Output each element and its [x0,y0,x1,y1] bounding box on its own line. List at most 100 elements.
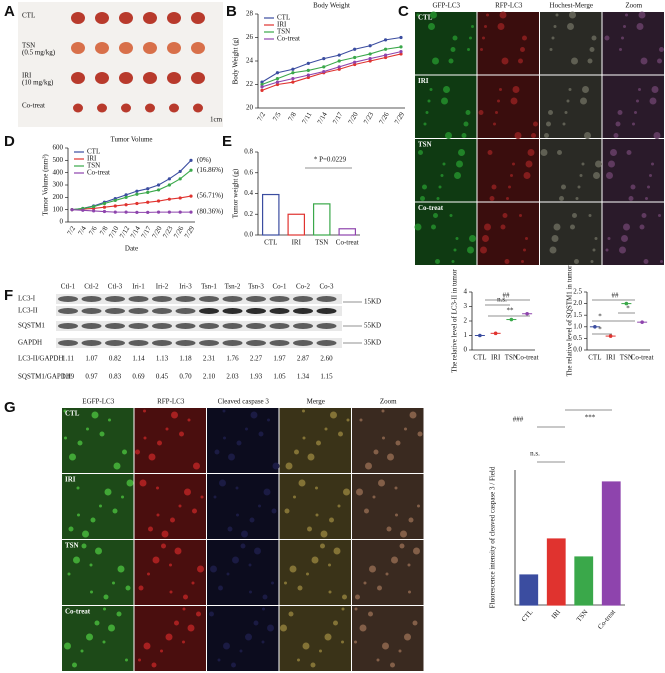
cell [512,86,520,93]
point [124,210,128,214]
micrograph [134,408,206,473]
cell [302,409,305,413]
cell [540,149,548,156]
cell [608,160,615,168]
point [593,325,597,329]
band [175,323,196,329]
cell [122,449,127,455]
y-tick-label: 300 [53,181,64,189]
cell [369,565,376,573]
cell [328,590,332,594]
cell [658,214,661,217]
point [368,52,372,56]
point [383,47,388,51]
lane-label: Co-3 [320,283,335,291]
row-sublabel: (10 mg/kg) [22,79,54,87]
panel-label: C [398,3,409,20]
marker-label: 55KD [364,322,381,330]
cell [187,418,191,422]
x-tick-label: 7/2 [66,224,78,236]
line [261,46,402,86]
band [269,340,290,346]
band [58,323,78,329]
ratio-value: 2.87 [297,355,310,363]
x-tick-label: 7/20 [151,224,164,239]
cell [341,607,345,611]
cell [262,607,265,611]
cell [621,36,624,40]
cell [605,248,609,252]
cell [413,547,420,555]
cell [316,440,321,446]
point [81,208,85,212]
band [316,340,337,346]
cell [302,642,310,650]
micrograph [415,75,477,138]
point [368,44,372,48]
cell [653,132,661,139]
cell [438,185,442,189]
point [92,209,96,213]
cell [294,449,299,455]
cell [454,172,461,179]
cell [428,23,435,30]
micrograph [415,202,477,265]
micrograph [540,202,602,265]
point [260,85,264,89]
tumor [193,103,203,113]
cell [527,149,535,156]
cell [306,572,309,576]
legend-label: IRI [87,155,97,163]
line [261,51,402,88]
x-tick-label: 7/26 [378,110,391,125]
y-tick-label: 0.2 [244,210,253,218]
band [293,296,313,302]
row-label: TSN [65,542,79,550]
cell [333,547,341,555]
ratio-value: 1.97 [273,355,286,363]
cell [587,58,593,64]
cell [604,35,610,41]
band [58,308,78,314]
cell [90,590,93,594]
legend-label: TSN [277,28,290,36]
legend-label: Co-treat [87,169,110,177]
ratio-label: LC3-II/GAPDH [18,355,64,363]
axes [257,152,360,236]
cell [341,640,344,644]
cell [500,224,506,230]
cell [632,122,635,126]
point [399,45,403,49]
lane-label: Iri-1 [132,283,145,291]
x-tick-label: CTL [588,354,601,362]
cell [293,495,296,499]
cell [223,436,226,440]
band [199,323,219,329]
ratio-value: 1.14 [132,355,145,363]
cell [469,36,472,40]
cell [297,658,300,662]
cell [324,427,328,431]
micrograph [540,12,602,75]
band-label: GAPDH [18,339,42,347]
cell [113,462,121,470]
cell [508,185,511,189]
point [156,188,161,192]
cell [480,48,483,51]
cell [121,495,124,499]
cell [491,184,497,190]
cell [135,449,140,455]
cell [613,133,619,138]
point [306,68,310,72]
cell [82,530,89,538]
cell [346,418,350,422]
cell [504,259,510,264]
cell [143,409,146,413]
point [399,35,403,40]
micrograph [207,408,279,473]
point [167,177,171,181]
point [135,210,139,214]
cell [606,172,613,179]
cell [417,504,420,508]
cell [152,556,160,564]
